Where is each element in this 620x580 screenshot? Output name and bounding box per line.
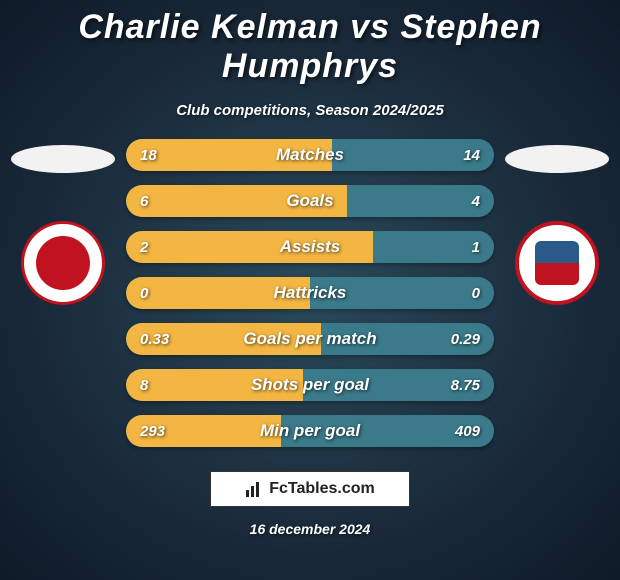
right-player-col [502,139,612,461]
subtitle: Club competitions, Season 2024/2025 [0,102,620,119]
page-title: Charlie Kelman vs Stephen Humphrys [0,0,620,86]
stat-label: Goals per match [126,323,494,355]
stat-row: 0.330.29Goals per match [126,323,494,355]
comparison-panel: 1814Matches 64Goals 21Assists 00Hattricks 0.… [0,139,620,461]
chart-icon [245,480,263,498]
stat-label: Goals [126,185,494,217]
stat-label: Shots per goal [126,369,494,401]
stat-label: Assists [126,231,494,263]
stat-row: 1814Matches [126,139,494,171]
crest-shield-icon [535,241,579,285]
left-player-col [8,139,118,461]
brand-badge[interactable]: FcTables.com [210,471,410,507]
stat-row: 21Assists [126,231,494,263]
stat-label: Min per goal [126,415,494,447]
stat-row: 64Goals [126,185,494,217]
stat-label: Matches [126,139,494,171]
brand-text: FcTables.com [269,480,375,498]
right-club-crest [515,221,599,305]
stat-row: 00Hattricks [126,277,494,309]
right-player-silhouette [505,145,609,173]
left-player-silhouette [11,145,115,173]
left-club-crest [21,221,105,305]
crest-dragon-icon [36,236,90,290]
stat-bars: 1814Matches 64Goals 21Assists 00Hattricks 0.… [118,139,502,461]
stat-row: 88.75Shots per goal [126,369,494,401]
date-text: 16 december 2024 [0,521,620,537]
stat-label: Hattricks [126,277,494,309]
stat-row: 293409Min per goal [126,415,494,447]
